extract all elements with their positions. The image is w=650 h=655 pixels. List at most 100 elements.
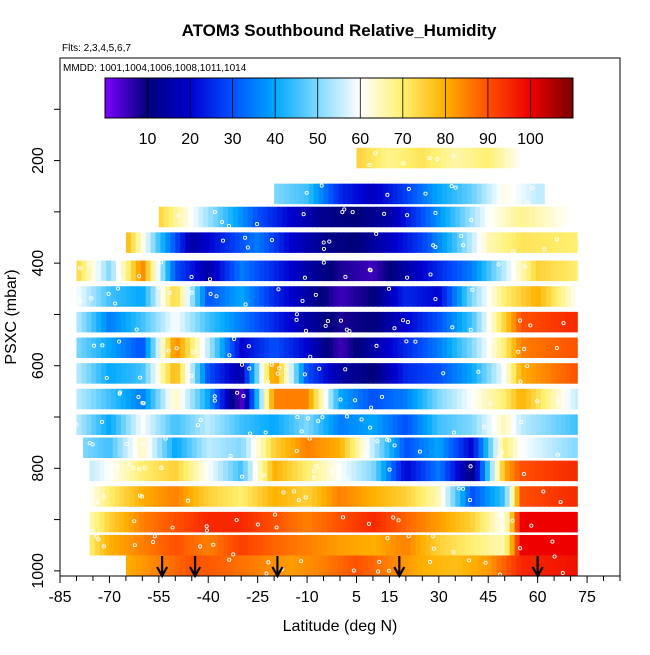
- observation-marker: [78, 299, 83, 304]
- heatmap-cell: [341, 534, 348, 556]
- heatmap-cell: [540, 286, 547, 307]
- heatmap-cell: [158, 534, 165, 556]
- heatmap-cell: [348, 232, 354, 253]
- heatmap-cell: [323, 260, 330, 282]
- y-tick-label: 200: [30, 147, 47, 174]
- heatmap-cell: [471, 183, 478, 205]
- heatmap-cell: [417, 363, 423, 384]
- heatmap-cell: [572, 437, 578, 459]
- heatmap-cell: [232, 511, 239, 533]
- heatmap-cell: [155, 311, 162, 333]
- heatmap-cell: [496, 414, 503, 435]
- heatmap-cell: [208, 511, 214, 533]
- observation-marker: [100, 343, 105, 348]
- heatmap-cell: [351, 460, 358, 482]
- heatmap-cell: [565, 555, 572, 576]
- heatmap-cell: [371, 511, 377, 533]
- heatmap-cell: [524, 486, 531, 507]
- heatmap-cell: [203, 206, 209, 228]
- observation-marker: [500, 450, 505, 455]
- heatmap-cell: [531, 311, 537, 333]
- heatmap-cell: [247, 511, 254, 533]
- observation-marker: [87, 493, 92, 498]
- heatmap-cell: [506, 337, 512, 359]
- heatmap-cell: [244, 555, 251, 576]
- heatmap-cell: [460, 460, 466, 482]
- heatmap-cell: [333, 388, 339, 410]
- heatmap-cell: [262, 486, 269, 507]
- heatmap-cell: [560, 555, 567, 576]
- heatmap-cell: [264, 286, 270, 307]
- heatmap-layer: [76, 260, 578, 282]
- heatmap-cell: [499, 511, 506, 533]
- heatmap-cell: [382, 388, 389, 410]
- heatmap-cell: [293, 232, 300, 253]
- heatmap-cell: [348, 555, 354, 576]
- heatmap-cell: [559, 460, 565, 482]
- heatmap-layer: [89, 534, 578, 556]
- heatmap-cell: [170, 311, 176, 333]
- heatmap-cell: [382, 286, 389, 307]
- heatmap-cell: [461, 337, 468, 359]
- heatmap-cell: [323, 363, 330, 384]
- heatmap-cell: [358, 363, 364, 384]
- heatmap-cell: [228, 486, 234, 507]
- heatmap-cell: [364, 437, 371, 459]
- heatmap-cell: [257, 511, 264, 533]
- heatmap-cell: [549, 206, 555, 228]
- heatmap-cell: [338, 555, 344, 576]
- heatmap-cell: [328, 183, 335, 205]
- heatmap-cell: [308, 311, 315, 333]
- heatmap-cell: [318, 555, 325, 576]
- heatmap-cell: [208, 534, 214, 556]
- heatmap-cell: [224, 555, 231, 576]
- observation-marker: [195, 423, 201, 428]
- observation-marker: [554, 237, 559, 242]
- heatmap-cell: [326, 511, 333, 533]
- heatmap-cell: [318, 388, 325, 410]
- heatmap-cell: [183, 534, 190, 556]
- heatmap-cell: [114, 460, 120, 482]
- heatmap-cell: [412, 311, 419, 333]
- heatmap-cell: [242, 206, 249, 228]
- heatmap-cell: [130, 232, 137, 253]
- heatmap-cell: [229, 337, 236, 359]
- heatmap-cell: [536, 388, 542, 410]
- heatmap-cell: [333, 232, 339, 253]
- heatmap-cell: [422, 337, 428, 359]
- heatmap-cell: [247, 460, 254, 482]
- heatmap-cell: [183, 206, 190, 228]
- heatmap-cell: [269, 232, 275, 253]
- observation-marker: [124, 442, 129, 447]
- heatmap-cell: [116, 388, 122, 410]
- heatmap-cell: [318, 337, 325, 359]
- heatmap-cell: [111, 260, 117, 282]
- observation-marker: [428, 272, 433, 277]
- heatmap-cell: [287, 206, 293, 228]
- heatmap-cell: [91, 260, 97, 282]
- heatmap-cell: [509, 486, 516, 507]
- heatmap-cell: [422, 555, 428, 576]
- heatmap-cell: [387, 363, 394, 384]
- heatmap-cell: [545, 337, 552, 359]
- observation-marker: [227, 557, 232, 562]
- heatmap-cell: [486, 388, 493, 410]
- heatmap-cell: [412, 260, 419, 282]
- observation-marker: [246, 344, 251, 349]
- observation-marker: [274, 525, 279, 530]
- heatmap-cell: [544, 486, 550, 507]
- heatmap-cell: [236, 437, 242, 459]
- heatmap-cell: [198, 206, 204, 228]
- heatmap-cell: [125, 388, 132, 410]
- heatmap-cell: [521, 414, 527, 435]
- x-tick-label: 15: [381, 589, 399, 606]
- observation-marker: [497, 512, 502, 517]
- heatmap-cell: [116, 363, 122, 384]
- heatmap-cell: [422, 183, 428, 205]
- heatmap-cell: [496, 286, 503, 307]
- heatmap-cell: [496, 260, 503, 282]
- observation-marker: [470, 400, 475, 405]
- heatmap-cell: [463, 437, 470, 459]
- heatmap-cell: [404, 437, 410, 459]
- observation-marker: [266, 560, 271, 565]
